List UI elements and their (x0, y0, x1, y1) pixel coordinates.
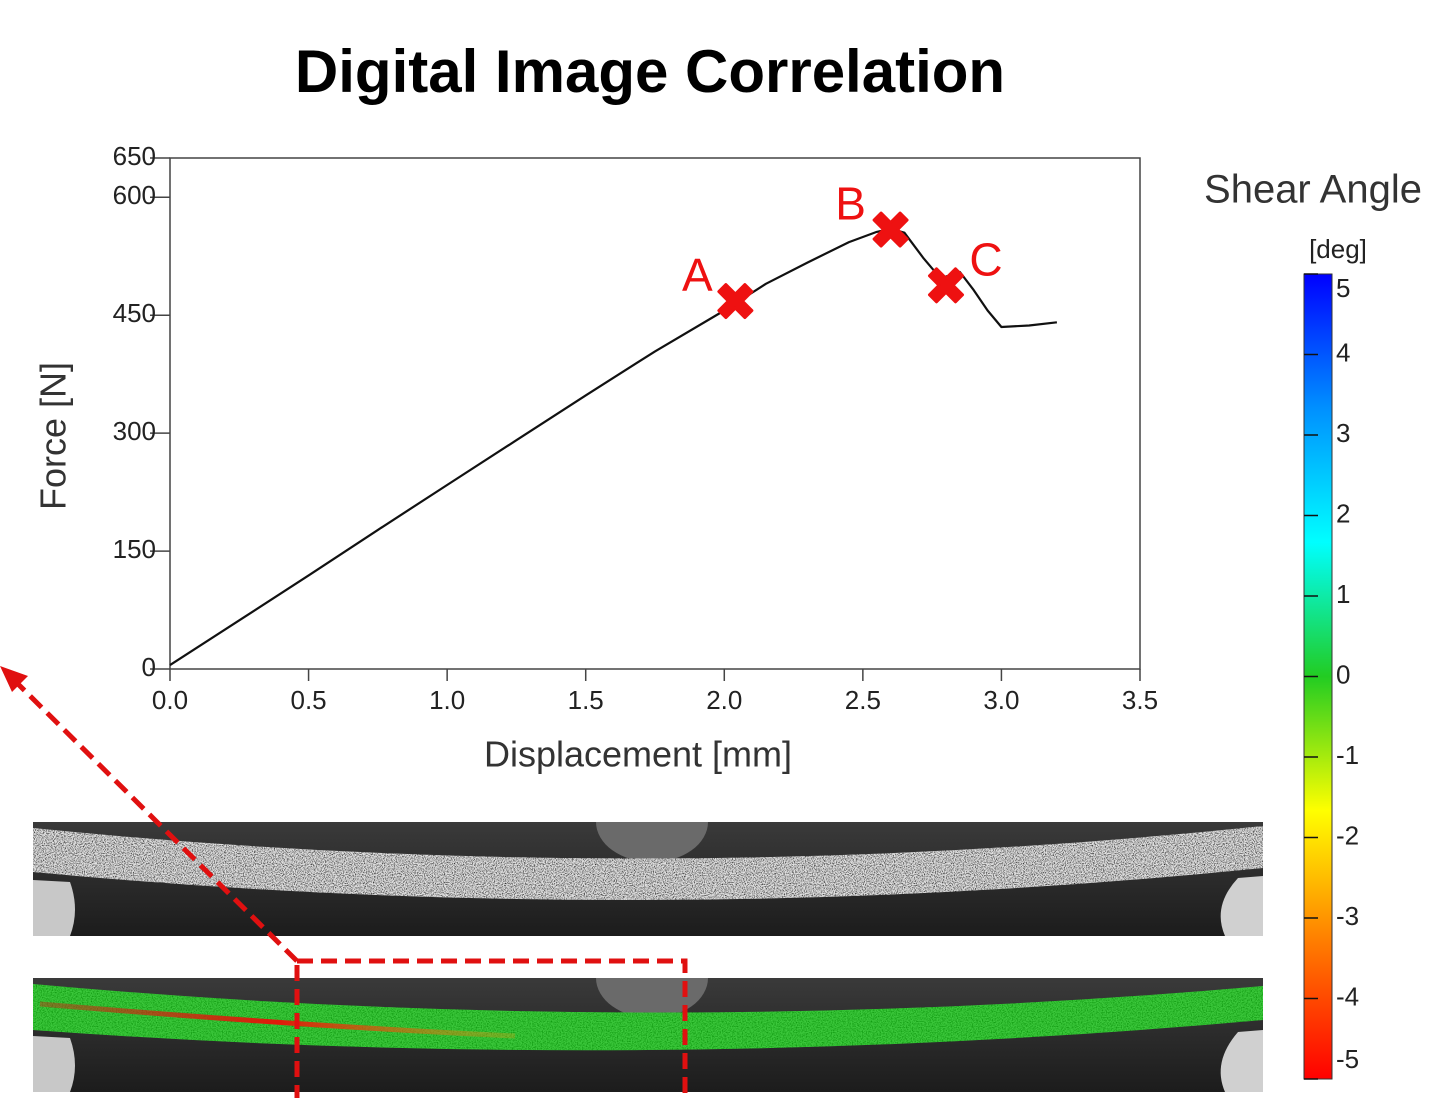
x-tick-label: 2.0 (706, 685, 742, 715)
colorbar-tick-label: 5 (1336, 273, 1350, 303)
colorbar-tick-label: -1 (1336, 740, 1359, 770)
y-tick-label: 450 (113, 298, 156, 328)
x-tick-label: 0.5 (290, 685, 326, 715)
specimen-image-bottom (33, 978, 1263, 1092)
chart-title: Digital Image Correlation (295, 38, 1005, 105)
x-tick-label: 1.0 (429, 685, 465, 715)
colorbar-title: Shear Angle (1204, 168, 1422, 212)
colorbar-unit: [deg] (1309, 234, 1367, 264)
x-tick-label: 3.5 (1122, 685, 1158, 715)
x-tick-label: 2.5 (845, 685, 881, 715)
colorbar-tick-label: 3 (1336, 418, 1350, 448)
colorbar-tick-label: 2 (1336, 498, 1350, 528)
colorbar-tick-label: 0 (1336, 659, 1350, 689)
point-marker (719, 285, 752, 318)
x-tick-label: 1.5 (568, 685, 604, 715)
point-label: B (835, 178, 866, 230)
y-tick-label: 300 (113, 416, 156, 446)
colorbar-tick-label: -5 (1336, 1044, 1359, 1074)
x-tick-label: 0.0 (152, 685, 188, 715)
point-label: A (682, 249, 713, 301)
specimen-image-top (33, 822, 1263, 936)
y-tick-label: 0 (142, 652, 156, 682)
y-tick-label: 650 (113, 141, 156, 171)
point-label: C (969, 234, 1002, 286)
colorbar-tick-label: -3 (1336, 901, 1359, 931)
y-tick-label: 600 (113, 180, 156, 210)
point-marker (930, 269, 963, 302)
x-axis-label: Displacement [mm] (484, 734, 792, 775)
colorbar-tick-label: -2 (1336, 820, 1359, 850)
colorbar-tick-label: 4 (1336, 337, 1350, 367)
x-tick-label: 3.0 (983, 685, 1019, 715)
point-marker (874, 213, 907, 246)
y-axis-label: Force [N] (33, 362, 74, 510)
colorbar-tick-label: 1 (1336, 579, 1350, 609)
colorbar-tick-label: -4 (1336, 981, 1359, 1011)
data-line (170, 229, 1057, 665)
page: Digital Image Correlation Shear Angle [d… (0, 0, 1435, 1098)
y-tick-label: 150 (113, 534, 156, 564)
